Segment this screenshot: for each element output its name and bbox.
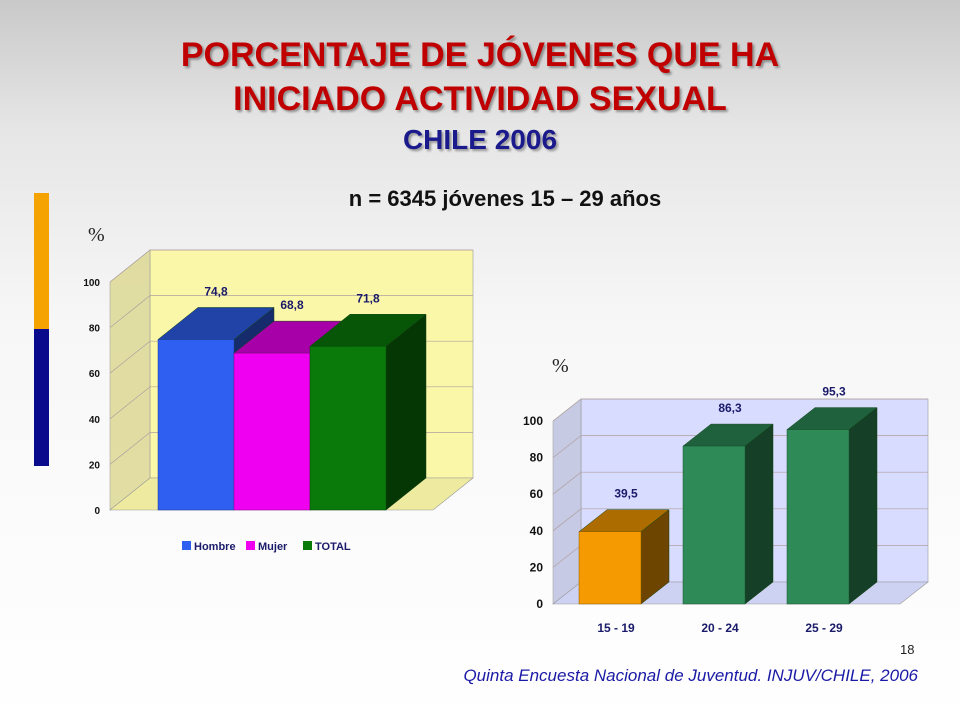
legend-item: TOTAL: [315, 541, 351, 553]
y-tick-label: 0: [536, 597, 543, 611]
chart2-unit-label: %: [552, 355, 569, 377]
y-tick-label: 20: [89, 460, 101, 471]
x-tick-label: 15 - 19: [597, 621, 635, 635]
bar-value-label: 95,3: [822, 385, 846, 399]
y-tick-label: 60: [530, 487, 544, 501]
legend-item: Hombre: [194, 541, 236, 553]
x-tick-label: 25 - 29: [805, 621, 843, 635]
y-tick-label: 40: [530, 524, 544, 538]
bar-value-label: 86,3: [718, 401, 742, 415]
y-tick-label: 0: [94, 506, 100, 517]
chart-gender: 0 20 40 60 80 100 74,8 68,8 71,8 Hombre Mujer TOTAL: [83, 249, 474, 553]
bar-value-label: 71,8: [356, 291, 380, 305]
chart1-unit-label: %: [88, 224, 105, 246]
title-line-3: CHILE 2006: [402, 124, 558, 155]
y-tick-label: 60: [89, 369, 101, 380]
bar: [309, 346, 387, 511]
chart-age-group: 0 20 40 60 80 100 39,5 15 - 19 86,3 20 - 24 95,3 25…: [523, 385, 929, 635]
y-tick-label: 20: [530, 560, 544, 574]
gridline: [552, 398, 928, 422]
legend-swatch: [182, 541, 191, 550]
bar-value-label: 68,8: [280, 298, 304, 312]
y-tick-label: 40: [89, 415, 101, 426]
gridline: [109, 249, 473, 283]
bar: [578, 531, 642, 605]
y-tick-label: 80: [530, 451, 544, 465]
y-tick-label: 100: [83, 278, 100, 289]
page-number: 18: [900, 642, 915, 657]
chart-side-wall: [109, 249, 151, 511]
bar: [682, 445, 746, 605]
y-tick-label: 100: [523, 414, 543, 428]
title-line-1: PORCENTAJE DE JÓVENES QUE HA: [180, 36, 780, 74]
chart-side-wall: [552, 398, 582, 605]
y-tick-label: 80: [89, 324, 101, 335]
bar: [786, 429, 850, 605]
source-note: Quinta Encuesta Nacional de Juventud. IN…: [463, 666, 918, 685]
bar-value-label: 74,8: [204, 284, 228, 298]
sample-size-subtitle: n = 6345 jóvenes 15 – 29 años: [348, 186, 662, 211]
bar: [233, 352, 311, 511]
accent-bar-orange: [34, 193, 49, 329]
bar-value-label: 39,5: [614, 487, 638, 501]
x-tick-label: 20 - 24: [701, 621, 739, 635]
title-line-2: INICIADO ACTIVIDAD SEXUAL: [233, 80, 727, 118]
accent-bar: [34, 193, 49, 466]
bar: [157, 339, 235, 511]
legend-swatch: [246, 541, 255, 550]
accent-bar-blue: [34, 329, 49, 466]
bar-side: [385, 313, 427, 511]
legend-swatch: [303, 541, 312, 550]
legend-item: Mujer: [258, 541, 288, 553]
bar-side: [744, 423, 774, 605]
bar-side: [848, 407, 878, 605]
gridline: [109, 295, 473, 328]
